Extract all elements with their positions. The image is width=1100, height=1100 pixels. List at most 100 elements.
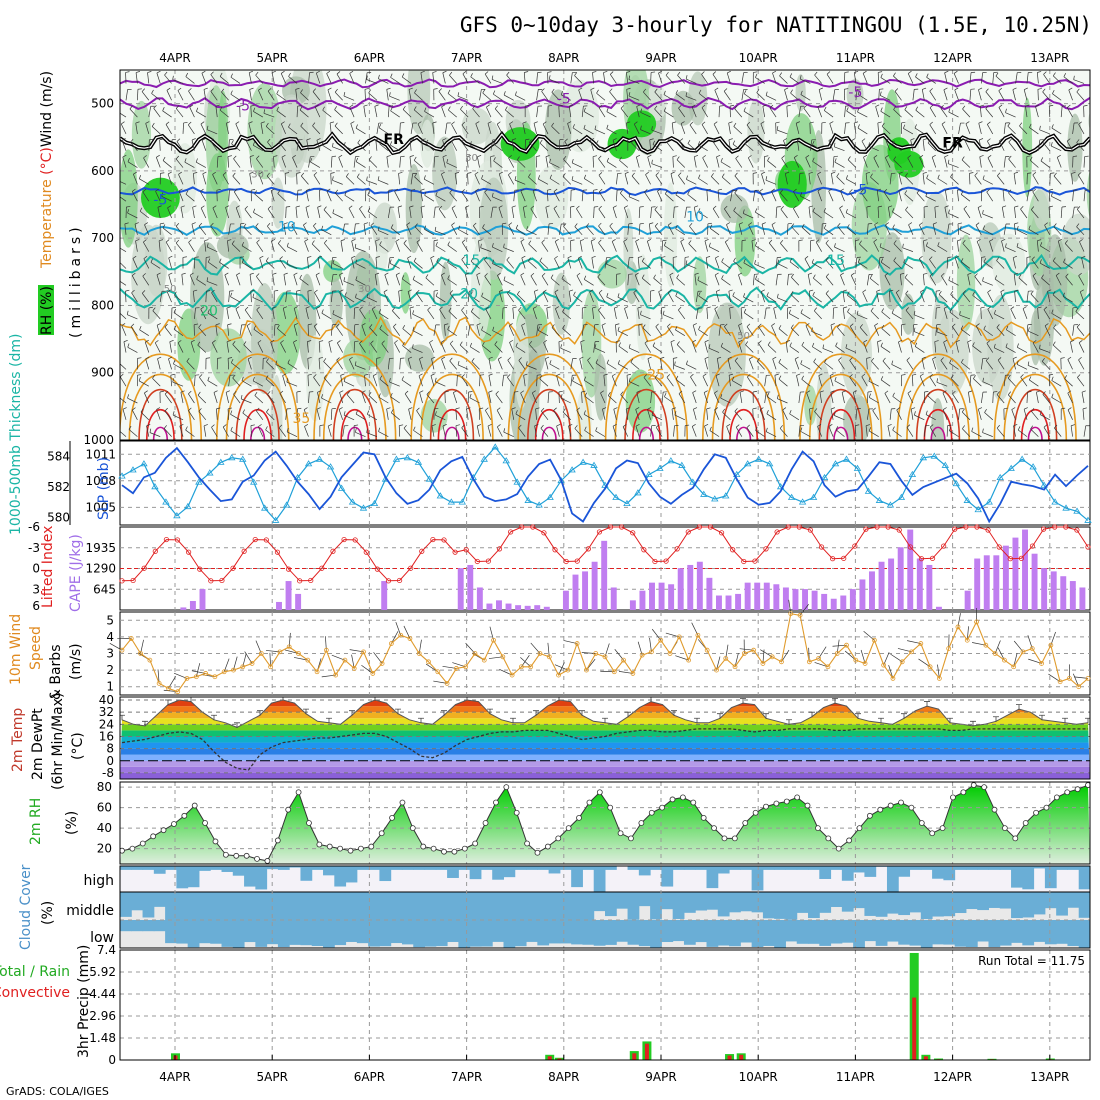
wind-barb-flag [488, 356, 493, 359]
wind-barb-flag [922, 87, 927, 90]
wind-barb [774, 375, 777, 387]
wind-barb [638, 206, 641, 219]
wind-barb-flag [323, 206, 327, 210]
humidity-shade [747, 98, 765, 164]
wind-barb-flag [537, 326, 540, 331]
wind-barb [124, 223, 127, 235]
wind-barb [539, 378, 549, 387]
wind-speed-point [138, 651, 143, 656]
cloud-low-bar [909, 920, 922, 946]
wind-barb [256, 410, 264, 421]
wind-barb [795, 123, 800, 134]
wind-barb-flag [420, 205, 426, 208]
wind-barb [432, 72, 435, 84]
wind-barb-flag [742, 209, 745, 214]
wind-barb [1013, 425, 1016, 437]
wind-barb-flag [530, 205, 535, 209]
wind-barb [813, 361, 822, 370]
wind-barb-flag [865, 171, 871, 174]
wind-barb [669, 274, 674, 286]
thickness-point [304, 460, 313, 467]
wind-barb-flag [934, 205, 939, 208]
wind-barb-flag [831, 171, 836, 174]
wind-barb-flag [651, 159, 653, 164]
cloud-high-bar [717, 866, 730, 874]
wind-barb-flag [619, 156, 622, 161]
wind-barb [628, 196, 640, 202]
thickness-point [1029, 463, 1037, 470]
wind-barb [529, 344, 537, 353]
wind-barb [726, 224, 731, 235]
wind-barb [1053, 175, 1062, 185]
wind-barb [907, 73, 914, 84]
wind-barb-flag [624, 171, 629, 175]
wind-barb [323, 209, 332, 219]
wind-barb [981, 392, 984, 404]
wind-barb-flag [355, 259, 358, 264]
wind-barb-flag [484, 189, 488, 193]
wind-barb [296, 190, 299, 202]
wind-barb [267, 141, 275, 151]
wind-barb [133, 174, 138, 185]
wind-barb [1041, 277, 1051, 286]
rh-point [202, 820, 208, 826]
wind-barb [491, 79, 503, 84]
wind-barb-flag [671, 407, 676, 410]
wind-barb [286, 431, 298, 437]
wind-barb [912, 324, 914, 336]
wind-barb [1083, 190, 1086, 202]
wind-barb-flag [997, 357, 1002, 361]
wind-barb-flag [647, 407, 652, 410]
temp-minmax-marker [1085, 717, 1090, 724]
lifted-index-point [907, 544, 913, 550]
wind-barb [1038, 139, 1041, 151]
wind-barb-flag [179, 424, 184, 427]
wind-barb-flag [651, 411, 654, 416]
wind-barb-flag [426, 391, 430, 395]
wind-barb [849, 360, 857, 370]
wind-barb-flag [609, 88, 613, 92]
wind-barb-flag [841, 390, 846, 393]
thickness-point [678, 461, 686, 468]
wind-barb-flag [303, 407, 308, 410]
wind-barb [384, 274, 389, 286]
wind-barb-flag [781, 155, 785, 159]
wind-barb [285, 206, 287, 219]
wind-barb [378, 127, 389, 135]
wind-barb-flag [947, 159, 950, 164]
wind-barb [695, 291, 699, 303]
wind-barb-flag [461, 189, 465, 193]
wind-barb [704, 341, 708, 353]
wind-barb [714, 409, 720, 420]
wind-barb-flag [145, 356, 150, 360]
lifted-index-point [441, 537, 447, 543]
cape-bar [189, 600, 196, 610]
wind-barb [811, 331, 822, 337]
wind-barb-flag [123, 340, 128, 343]
wind-barb [122, 156, 127, 168]
wind-barb-flag [196, 107, 199, 112]
wind-barb [828, 140, 834, 151]
wind-barb [1053, 327, 1062, 336]
wind-barb-flag [554, 289, 559, 293]
wind-barb-flag [777, 394, 779, 399]
wind-barb-flag [1037, 239, 1042, 242]
wind-barb-flag [453, 390, 458, 393]
wind-barb-flag [381, 340, 385, 344]
wind-barb-flag [1037, 71, 1042, 73]
wind-barb [390, 227, 400, 236]
wind-barb [929, 275, 937, 286]
wind-barb [496, 409, 503, 420]
wind-barb [789, 313, 800, 320]
thickness-point [546, 493, 554, 500]
wind-barb [332, 313, 343, 320]
wind-barb-flag [813, 307, 817, 312]
wind-barb-flag [469, 393, 472, 398]
wind-barb [145, 123, 150, 135]
wind-barb-flag [627, 138, 632, 141]
wind-barb-flag [562, 308, 565, 312]
wind-barb [549, 162, 560, 168]
wind-barb-flag [515, 342, 518, 347]
wind-barb [905, 176, 914, 185]
